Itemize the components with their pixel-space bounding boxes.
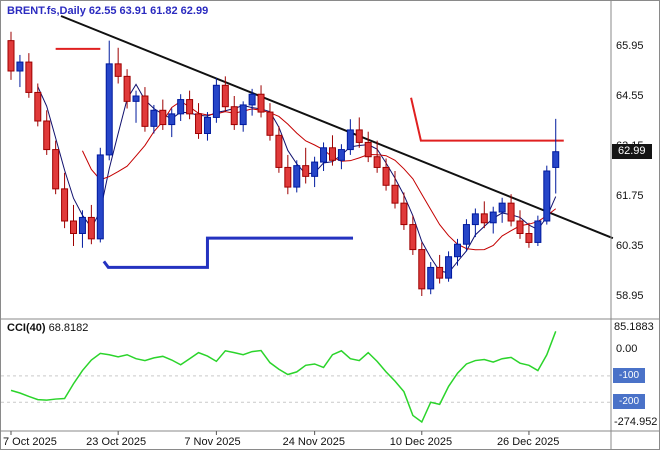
resistance-line[interactable] <box>410 97 564 142</box>
price-axis-label: 58.95 <box>616 290 644 302</box>
price-axis-label: 65.95 <box>616 40 644 52</box>
chart-symbol-title: BRENT.fs,Daily 62.55 63.91 61.82 62.99 <box>7 5 209 17</box>
time-axis-label: 26 Dec 2025 <box>496 436 560 448</box>
cci-indicator-name: CCI(40) <box>7 322 46 334</box>
price-axis-label: 64.55 <box>616 90 644 102</box>
time-axis-label: 7 Nov 2025 <box>184 436 241 448</box>
time-axis-label: 10 Dec 2025 <box>389 436 453 448</box>
price-axis-label: 61.75 <box>616 190 644 202</box>
candles[interactable] <box>7 31 560 296</box>
time-axis-label: 24 Nov 2025 <box>282 436 345 448</box>
cci-level-badge: -100 <box>613 367 646 383</box>
cci-axis-min-label: -274.952 <box>614 416 658 428</box>
current-price-badge: 62.99 <box>612 143 652 159</box>
cci-line <box>10 331 557 424</box>
price-axis-label: 60.35 <box>616 240 644 252</box>
cci-axis-zero-label: 0.00 <box>616 343 638 356</box>
cci-indicator-value: 68.8182 <box>48 322 89 334</box>
descending-trendline[interactable] <box>60 15 614 240</box>
time-axis-label: 23 Oct 2025 <box>86 436 147 448</box>
cci-indicator-label: CCI(40) 68.8182 <box>7 322 88 334</box>
cci-level-badge: -200 <box>613 394 646 410</box>
time-axis-label: 7 Oct 2025 <box>3 436 57 448</box>
support-line[interactable] <box>102 236 354 269</box>
cci-axis-max-label: 85.1883 <box>614 321 654 333</box>
